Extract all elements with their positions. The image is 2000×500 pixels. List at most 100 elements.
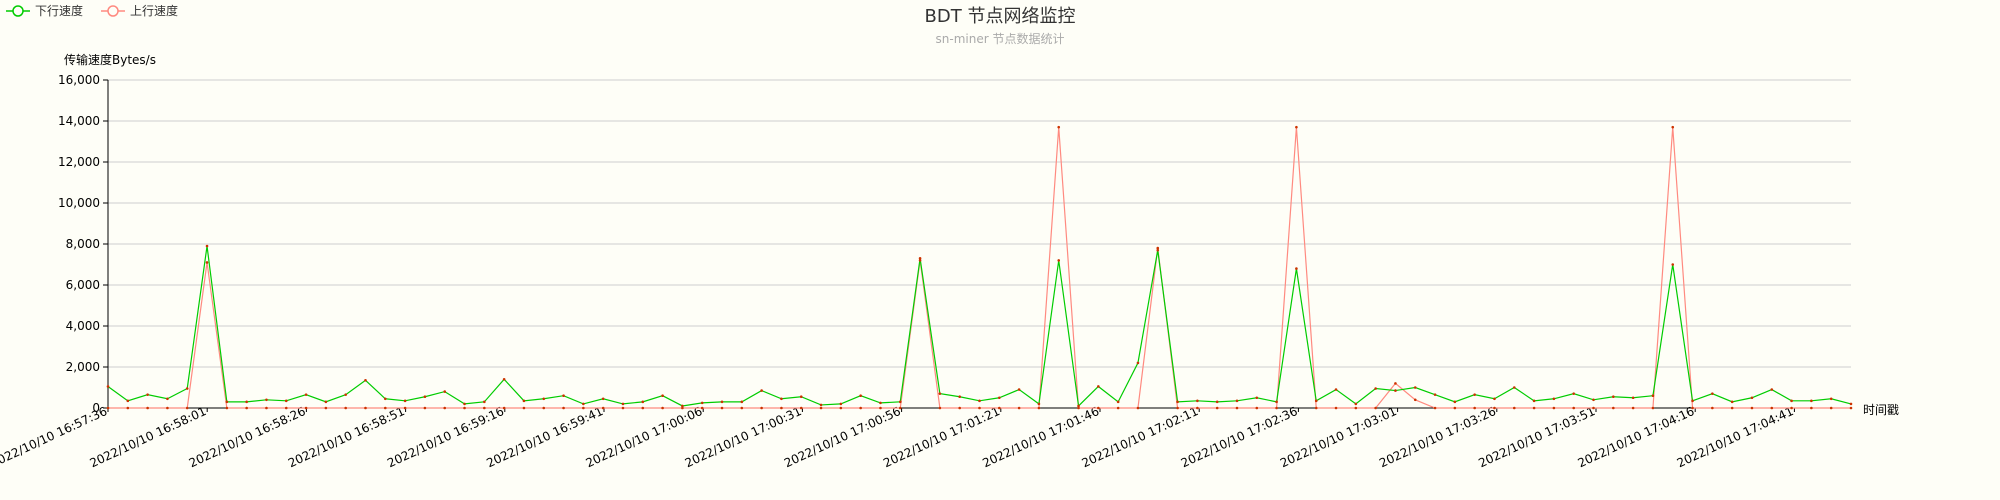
data-point [1572, 406, 1576, 410]
data-point [1849, 402, 1853, 406]
y-tick-label: 4,000 [66, 319, 100, 333]
data-point [1572, 392, 1576, 395]
y-tick-label: 12,000 [58, 155, 100, 169]
data-point [1215, 406, 1219, 410]
data-point [245, 400, 248, 404]
data-point [1156, 246, 1160, 250]
data-point [1612, 395, 1615, 399]
data-point [958, 395, 961, 399]
data-point [661, 406, 664, 410]
data-point [760, 389, 763, 392]
data-point [1235, 399, 1239, 403]
data-point [1829, 406, 1833, 410]
data-point [483, 406, 486, 410]
y-axis: 0 2,000 4,000 6,000 8,000 10,000 12,000 14,000 1… [58, 73, 1851, 415]
data-point [1651, 394, 1655, 398]
data-point [1612, 406, 1615, 410]
data-point [522, 399, 526, 403]
data-point [621, 406, 625, 410]
data-point [1750, 406, 1754, 410]
data-point [483, 400, 486, 404]
data-point [760, 406, 763, 410]
data-point [819, 406, 823, 410]
y-tick-label: 6,000 [66, 278, 100, 292]
data-point [344, 406, 347, 410]
data-point [502, 378, 506, 381]
y-axis-label: 传输速度Bytes/s [64, 52, 156, 67]
data-point [542, 397, 546, 401]
data-point [1651, 406, 1655, 410]
data-point [1057, 259, 1061, 262]
data-point [839, 406, 843, 410]
data-point [344, 393, 347, 396]
data-point [1691, 406, 1694, 410]
data-point [740, 406, 744, 410]
data-point [1413, 398, 1417, 402]
data-point [1532, 406, 1536, 410]
data-point [1334, 388, 1338, 391]
data-point [799, 395, 803, 399]
data-point [304, 406, 308, 410]
data-point [245, 406, 248, 410]
data-point [938, 392, 942, 395]
data-point [780, 397, 783, 401]
data-point [1750, 396, 1754, 400]
data-point [1255, 396, 1259, 400]
data-point [1156, 248, 1160, 252]
data-point [661, 394, 664, 398]
x-axis-label: 时间戳 [1863, 403, 1899, 417]
data-point [859, 394, 862, 398]
data-point [1473, 393, 1476, 396]
data-point [978, 399, 981, 403]
data-point [1394, 382, 1397, 385]
data-point [324, 406, 328, 410]
data-point [1631, 396, 1635, 400]
data-point [364, 379, 367, 382]
data-point [1790, 406, 1793, 410]
legend-item-0[interactable]: 下行速度 [6, 3, 83, 18]
data-point [938, 406, 942, 410]
data-point [978, 406, 981, 410]
data-point [185, 387, 189, 390]
data-point [1374, 406, 1377, 410]
grid [108, 79, 1851, 368]
data-point [1631, 406, 1635, 410]
data-point [582, 402, 585, 406]
data-point [819, 403, 823, 407]
data-point [166, 406, 169, 410]
legend-label: 上行速度 [130, 3, 178, 18]
data-point [1493, 406, 1496, 410]
data-point [463, 402, 466, 406]
data-point [443, 390, 447, 393]
data-point [1334, 406, 1338, 410]
legend-item-1[interactable]: 上行速度 [101, 3, 178, 18]
data-point [958, 406, 961, 410]
legend-label: 下行速度 [35, 3, 83, 18]
data-point [1849, 406, 1853, 410]
data-point [1512, 406, 1516, 410]
data-point [205, 244, 209, 248]
data-point [423, 395, 427, 399]
data-point [1275, 406, 1278, 410]
data-point [502, 406, 506, 410]
data-point [1196, 399, 1199, 403]
data-point [423, 406, 427, 410]
data-point [1711, 406, 1714, 410]
data-point [998, 406, 1001, 410]
y-tick-label: 2,000 [66, 360, 100, 374]
data-point [859, 406, 862, 410]
data-point [1493, 397, 1496, 401]
data-point [383, 397, 387, 401]
data-point [403, 399, 407, 403]
data-point [1394, 389, 1397, 392]
data-point [839, 402, 843, 406]
data-point [166, 397, 169, 401]
data-point [1711, 392, 1714, 395]
data-point [562, 406, 565, 410]
data-point [106, 406, 110, 410]
data-point [641, 406, 645, 410]
data-point [1453, 400, 1457, 404]
